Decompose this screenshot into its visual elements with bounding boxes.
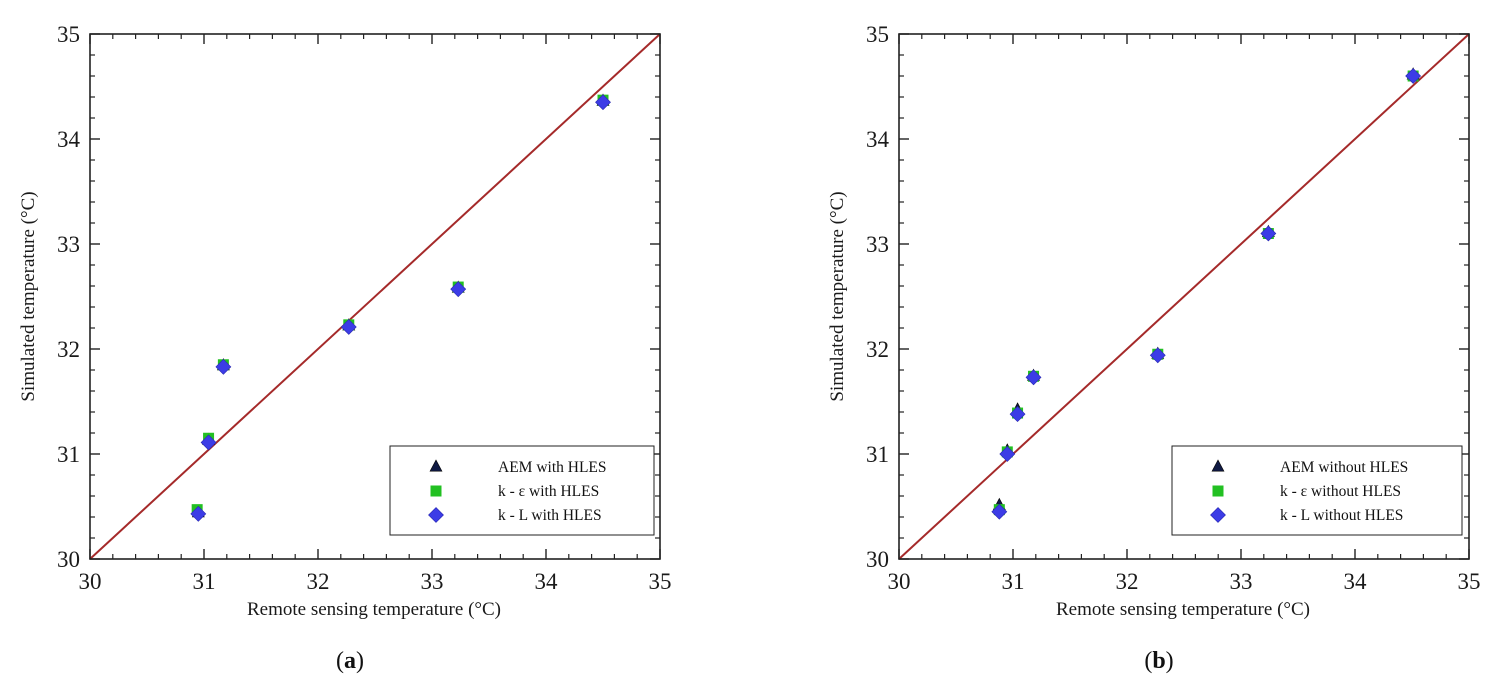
caption-open: ( <box>336 648 344 674</box>
y-tick-label: 32 <box>57 337 80 362</box>
x-axis-label: Remote sensing temperature (°C) <box>247 599 501 620</box>
legend-marker-triangle <box>429 459 443 472</box>
y-tick-label: 32 <box>866 337 889 362</box>
y-tick-label: 30 <box>866 547 889 572</box>
caption-close: ) <box>356 648 364 674</box>
legend: AEM with HLES k - ε with HLES k - L with H… <box>389 445 655 536</box>
caption-open: ( <box>1144 648 1152 674</box>
x-tick-label: 34 <box>535 569 559 594</box>
y-tick-label: 30 <box>57 547 80 572</box>
y-tick-label: 34 <box>866 127 890 152</box>
panel-caption: (b) <box>1144 648 1173 674</box>
legend-label: k - ε with HLES <box>498 483 599 500</box>
legend-marker-diamond <box>428 507 444 523</box>
data-point-diamond <box>200 434 217 451</box>
data-point-diamond <box>1149 347 1166 364</box>
caption-letter: b <box>1152 648 1165 674</box>
data-point-diamond <box>595 94 611 111</box>
y-tick-label: 31 <box>866 442 889 467</box>
panel-caption: (a) <box>336 648 364 674</box>
plot-frame <box>898 33 1470 560</box>
data-point-diamond <box>1009 406 1026 423</box>
legend-label: k - L without HLES <box>1280 507 1403 524</box>
y-axis-label: Simulated temperature (°C) <box>827 191 848 401</box>
x-tick-label: 33 <box>1230 569 1253 594</box>
data-point-diamond <box>1260 225 1277 242</box>
x-axis-label: Remote sensing temperature (°C) <box>1056 599 1310 620</box>
x-tick-label: 30 <box>888 569 911 594</box>
legend-marker-triangle <box>1211 459 1225 472</box>
caption-letter: a <box>344 648 356 674</box>
caption-close: ) <box>1166 648 1174 674</box>
reference-line <box>898 33 1470 560</box>
data-point-diamond <box>1405 68 1422 84</box>
legend: AEM without HLES k - ε without HLES k - L … <box>1171 445 1463 536</box>
x-tick-label: 31 <box>193 569 216 594</box>
legend-label: k - ε without HLES <box>1280 483 1401 500</box>
data-point-diamond <box>340 319 357 335</box>
plot-frame <box>89 33 661 560</box>
data-point-diamond <box>450 281 467 298</box>
series-triangle <box>992 67 1420 510</box>
y-tick-label: 35 <box>866 22 889 47</box>
series-diamond <box>190 94 611 522</box>
y-tick-label: 34 <box>57 127 81 152</box>
x-tick-label: 32 <box>307 569 330 594</box>
x-tick-label: 31 <box>1002 569 1025 594</box>
x-tick-label: 35 <box>1458 569 1481 594</box>
data-point-diamond <box>215 358 232 375</box>
legend-marker-square <box>1212 485 1224 497</box>
data-point-diamond <box>991 503 1008 520</box>
x-tick-label: 33 <box>421 569 444 594</box>
y-tick-label: 31 <box>57 442 80 467</box>
x-tick-label: 34 <box>1344 569 1368 594</box>
y-axis-label: Simulated temperature (°C) <box>18 191 39 401</box>
legend-label: k - L with HLES <box>498 507 602 524</box>
reference-line <box>89 33 661 560</box>
series-diamond <box>991 68 1422 520</box>
y-tick-label: 35 <box>57 22 80 47</box>
legend-label: AEM without HLES <box>1280 459 1408 476</box>
data-point-diamond <box>999 446 1016 462</box>
data-point-diamond <box>190 505 207 522</box>
chart-panel-b: 30 31 32 33 34 35 30 31 32 33 34 35 AEM without HLES… <box>827 22 1481 674</box>
chart-panel-a: 30 31 32 33 34 35 30 31 32 33 34 35 AEM with HLES k -… <box>18 22 672 674</box>
y-tick-label: 33 <box>57 232 80 257</box>
legend-label: AEM with HLES <box>498 459 607 476</box>
legend-marker-diamond <box>1210 507 1226 523</box>
data-point-diamond <box>1025 369 1042 386</box>
x-tick-label: 35 <box>649 569 672 594</box>
x-tick-label: 32 <box>1116 569 1139 594</box>
x-tick-label: 30 <box>79 569 102 594</box>
legend-marker-square <box>430 485 442 497</box>
y-tick-label: 33 <box>866 232 889 257</box>
